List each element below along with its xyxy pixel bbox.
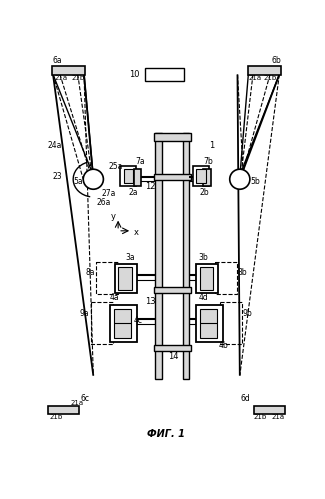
Text: 23: 23 — [53, 173, 62, 182]
Bar — [215, 261, 237, 294]
Text: 1: 1 — [209, 141, 214, 150]
Text: 21b: 21b — [72, 74, 85, 80]
Text: x: x — [134, 228, 139, 237]
Bar — [52, 66, 85, 74]
Text: ФИГ. 1: ФИГ. 1 — [147, 429, 185, 439]
Text: 6c: 6c — [81, 394, 90, 403]
Bar — [196, 305, 223, 342]
Bar — [134, 169, 141, 186]
Text: 4a: 4a — [110, 292, 119, 302]
Bar — [154, 345, 191, 351]
Text: 6d: 6d — [240, 394, 250, 403]
Text: 3b: 3b — [199, 252, 208, 261]
Bar — [220, 302, 242, 344]
Text: 9a: 9a — [80, 308, 89, 317]
Bar — [200, 308, 217, 338]
Text: 4d: 4d — [199, 292, 208, 302]
Text: 10: 10 — [129, 70, 140, 79]
Text: 8b: 8b — [238, 268, 247, 277]
Bar — [196, 169, 206, 183]
Bar — [124, 169, 133, 183]
Bar — [203, 169, 211, 186]
Bar — [154, 133, 191, 141]
Bar — [118, 267, 132, 290]
Text: 13: 13 — [145, 297, 155, 306]
Text: 26a: 26a — [97, 199, 111, 208]
Text: 5a: 5a — [74, 177, 83, 186]
Text: 8a: 8a — [85, 268, 95, 277]
Text: 21b: 21b — [264, 74, 277, 80]
Bar — [48, 406, 79, 414]
Bar — [115, 264, 137, 293]
Bar — [248, 66, 281, 74]
Bar — [154, 174, 191, 180]
Text: 21a: 21a — [55, 74, 68, 80]
Bar — [114, 308, 131, 338]
Text: 2b: 2b — [200, 188, 209, 197]
Bar — [200, 267, 214, 290]
Bar — [121, 166, 136, 186]
Text: 7b: 7b — [203, 157, 213, 166]
Text: 24a: 24a — [48, 141, 62, 150]
Text: 21b: 21b — [254, 414, 267, 420]
Text: 3a: 3a — [125, 252, 135, 261]
Text: 21a: 21a — [248, 74, 261, 80]
Text: 6b: 6b — [271, 55, 281, 64]
Bar — [155, 133, 162, 379]
Text: 14: 14 — [168, 352, 179, 361]
Text: 2a: 2a — [129, 188, 138, 197]
Bar — [145, 67, 184, 81]
Text: 21a: 21a — [272, 414, 285, 420]
Text: 21b: 21b — [50, 414, 63, 420]
Text: 12: 12 — [145, 182, 155, 191]
Bar — [97, 261, 118, 294]
Bar — [183, 133, 189, 379]
Circle shape — [83, 169, 103, 189]
Text: 4c: 4c — [134, 315, 143, 324]
Bar — [91, 302, 113, 344]
Bar — [154, 287, 191, 293]
Circle shape — [230, 169, 250, 189]
Text: 5b: 5b — [250, 177, 260, 186]
Bar — [193, 166, 209, 186]
Text: 4b: 4b — [219, 341, 228, 350]
Text: 6a: 6a — [52, 55, 62, 64]
Bar — [111, 305, 137, 342]
Text: 21a: 21a — [70, 400, 83, 406]
Text: 7a: 7a — [135, 157, 145, 166]
Text: 25a: 25a — [109, 162, 123, 171]
Text: y: y — [111, 212, 116, 221]
Bar — [196, 264, 218, 293]
Text: 9b: 9b — [243, 308, 253, 317]
Bar — [254, 406, 285, 414]
Text: 27a: 27a — [101, 189, 115, 198]
